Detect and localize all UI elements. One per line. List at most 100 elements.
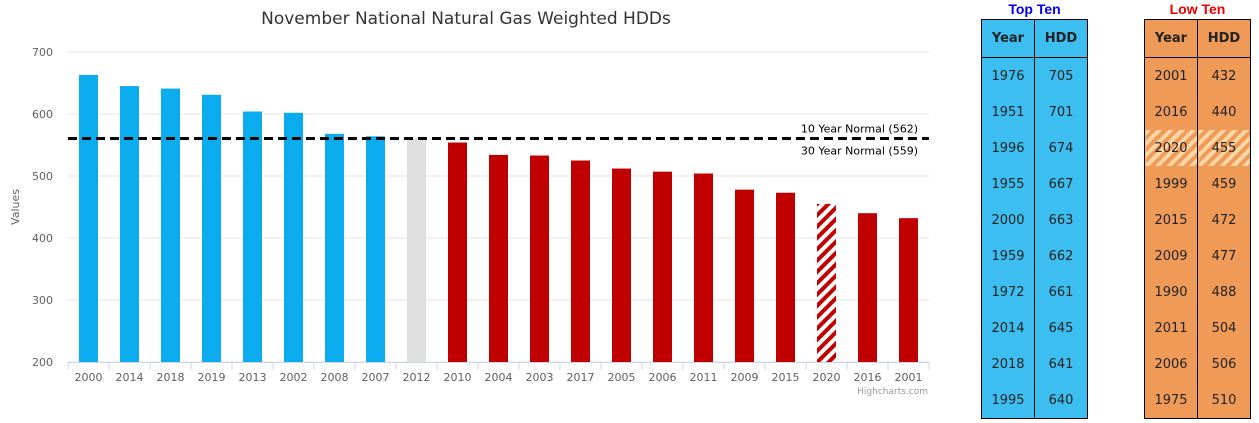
low-ten-year-cell: 2009 (1144, 238, 1198, 274)
low-ten-row: 2011 504 (1144, 310, 1251, 346)
low-ten-hdd-cell: 506 (1197, 346, 1251, 382)
low-ten-year-cell: 2016 (1144, 94, 1198, 130)
x-tick-label: 2007 (362, 371, 390, 384)
bar-2007[interactable] (366, 136, 385, 362)
bar-2019[interactable] (202, 94, 221, 362)
top-ten-row: 1955 667 (981, 166, 1088, 202)
bar-2002[interactable] (284, 112, 303, 362)
y-tick-label: 400 (32, 232, 53, 245)
top-ten-table: Year HDD 1976 705 1951 701 1996 674 1955 667 200… (981, 19, 1088, 419)
y-tick-label: 500 (32, 170, 53, 183)
top-ten-row: 1996 674 (981, 130, 1088, 166)
low-ten-year-cell: 1990 (1144, 274, 1198, 310)
x-tick-label: 2000 (75, 371, 103, 384)
x-tick-label: 2005 (608, 371, 636, 384)
bar-2009[interactable] (735, 189, 754, 362)
top-ten-row: 1959 662 (981, 238, 1088, 274)
low-ten-hdd-cell: 432 (1197, 57, 1251, 94)
x-tick-label: 2004 (485, 371, 513, 384)
y-tick-label: 600 (32, 108, 53, 121)
top-ten-hdd-cell: 661 (1034, 274, 1088, 310)
ten-year-normal-label: 10 Year Normal (562) (801, 122, 918, 135)
y-axis-title: Values (9, 189, 22, 225)
x-tick-label: 2016 (854, 371, 882, 384)
bar-2014[interactable] (120, 86, 139, 362)
top-ten-year-cell: 1972 (981, 274, 1035, 310)
low-ten-row: 1975 510 (1144, 382, 1251, 419)
low-ten-year-cell: 2015 (1144, 202, 1198, 238)
bar-2001[interactable] (899, 218, 918, 362)
y-tick-label: 200 (32, 356, 53, 369)
x-tick-label: 2001 (895, 371, 923, 384)
bar-2010[interactable] (448, 142, 467, 362)
top-ten-year-cell: 1995 (981, 382, 1035, 419)
top-ten-row: 1976 705 (981, 57, 1088, 94)
top-ten-hdd-cell: 662 (1034, 238, 1088, 274)
low-ten-panel: Low Ten Year HDD 2001 432 2016 440 2020 455 19… (1144, 0, 1251, 419)
low-ten-year-cell: 2001 (1144, 57, 1198, 94)
top-ten-panel: Top Ten Year HDD 1976 705 1951 701 1996 674 19… (981, 0, 1088, 419)
bar-2017[interactable] (571, 160, 590, 363)
bar-2011[interactable] (694, 173, 713, 362)
low-ten-hdd-cell: 472 (1197, 202, 1251, 238)
low-ten-year-cell: 2011 (1144, 310, 1198, 346)
x-tick-label: 2019 (198, 371, 226, 384)
thirty-year-normal-label: 30 Year Normal (559) (801, 144, 918, 157)
top-ten-year-cell: 1955 (981, 166, 1035, 202)
bar-2012[interactable] (407, 138, 426, 362)
x-tick-label: 2006 (649, 371, 677, 384)
bar-2015[interactable] (776, 192, 795, 362)
bar-2016[interactable] (858, 213, 877, 362)
y-tick-label: 300 (32, 294, 53, 307)
bar-2020[interactable] (817, 203, 836, 362)
chart-credit[interactable]: Highcharts.com (857, 387, 928, 397)
bar-2006[interactable] (653, 171, 672, 362)
low-ten-hdd-cell: 510 (1197, 382, 1251, 419)
top-ten-year-cell: 2018 (981, 346, 1035, 382)
top-ten-year-header: Year (981, 19, 1035, 58)
low-ten-row: 2015 472 (1144, 202, 1251, 238)
low-ten-row: 2016 440 (1144, 94, 1251, 130)
x-tick-label: 2012 (403, 371, 431, 384)
x-tick-label: 2015 (772, 371, 800, 384)
x-tick-label: 2003 (526, 371, 554, 384)
low-ten-hdd-cell: 477 (1197, 238, 1251, 274)
top-ten-row: 2018 641 (981, 346, 1088, 382)
bar-2005[interactable] (612, 168, 631, 362)
low-ten-hdd-cell: 488 (1197, 274, 1251, 310)
low-ten-hdd-cell: 455 (1197, 130, 1251, 166)
bar-2000[interactable] (79, 74, 98, 362)
low-ten-year-cell: 1999 (1144, 166, 1198, 202)
low-ten-row: 2009 477 (1144, 238, 1251, 274)
top-ten-year-cell: 1951 (981, 94, 1035, 130)
low-ten-hdd-cell: 459 (1197, 166, 1251, 202)
top-ten-hdd-cell: 645 (1034, 310, 1088, 346)
low-ten-row: 2006 506 (1144, 346, 1251, 382)
top-ten-year-cell: 2000 (981, 202, 1035, 238)
top-ten-row: 1972 661 (981, 274, 1088, 310)
top-ten-hdd-cell: 641 (1034, 346, 1088, 382)
top-ten-year-cell: 1976 (981, 57, 1035, 94)
bar-2008[interactable] (325, 133, 344, 362)
low-ten-year-cell: 2020 (1144, 130, 1198, 166)
low-ten-row: 2001 432 (1144, 57, 1251, 94)
x-tick-label: 2013 (239, 371, 267, 384)
low-ten-hdd-cell: 504 (1197, 310, 1251, 346)
x-tick-label: 2010 (444, 371, 472, 384)
x-tick-label: 2014 (116, 371, 144, 384)
x-tick-label: 2009 (731, 371, 759, 384)
top-ten-hdd-cell: 640 (1034, 382, 1088, 419)
top-ten-hdd-cell: 701 (1034, 94, 1088, 130)
low-ten-hdd-header: HDD (1197, 19, 1251, 58)
bar-2003[interactable] (530, 155, 549, 362)
low-ten-year-cell: 2006 (1144, 346, 1198, 382)
y-tick-label: 700 (32, 46, 53, 59)
top-ten-year-cell: 2014 (981, 310, 1035, 346)
bar-2013[interactable] (243, 111, 262, 363)
bar-2018[interactable] (161, 88, 180, 362)
low-ten-title: Low Ten (1169, 1, 1226, 17)
chart-svg: November National Natural Gas Weighted H… (9, 9, 930, 397)
top-ten-hdd-cell: 674 (1034, 130, 1088, 166)
bar-2004[interactable] (489, 154, 508, 362)
top-ten-hdd-header: HDD (1034, 19, 1088, 58)
